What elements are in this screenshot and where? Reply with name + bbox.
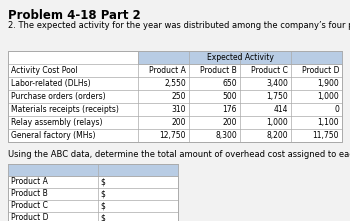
Text: 11,750: 11,750 [313,131,339,140]
Bar [8,164,178,176]
Text: 650: 650 [222,79,237,88]
Text: Product B: Product B [200,66,237,75]
Text: 500: 500 [222,92,237,101]
Text: 1,900: 1,900 [317,79,339,88]
Text: $: $ [100,202,105,210]
Text: $: $ [100,213,105,221]
Text: 1,750: 1,750 [266,92,288,101]
Text: 8,200: 8,200 [266,131,288,140]
Text: Using the ABC data, determine the total amount of overhead cost assigned to each: Using the ABC data, determine the total … [8,150,350,159]
Text: 1,000: 1,000 [317,92,339,101]
Text: 176: 176 [223,105,237,114]
Text: 1,100: 1,100 [317,118,339,127]
Text: Relay assembly (relays): Relay assembly (relays) [11,118,103,127]
Bar [8,164,178,221]
Text: 200: 200 [172,118,186,127]
Text: 2,550: 2,550 [164,79,186,88]
Text: 8,300: 8,300 [215,131,237,140]
Text: Product A: Product A [149,66,186,75]
Text: Product B: Product B [11,189,48,198]
Text: Activity Cost Pool: Activity Cost Pool [11,66,78,75]
Text: 0: 0 [334,105,339,114]
Text: Purchase orders (orders): Purchase orders (orders) [11,92,106,101]
Text: Expected Activity: Expected Activity [206,53,273,62]
Bar [8,51,342,142]
Text: 3,400: 3,400 [266,79,288,88]
Text: Problem 4-18 Part 2: Problem 4-18 Part 2 [8,9,141,22]
Text: Product D: Product D [11,213,49,221]
Text: $: $ [100,177,105,187]
Text: 2. The expected activity for the year was distributed among the company’s four p: 2. The expected activity for the year wa… [8,21,350,30]
Text: Product D: Product D [301,66,339,75]
Text: Materials receipts (receipts): Materials receipts (receipts) [11,105,119,114]
Text: 250: 250 [172,92,186,101]
Text: 310: 310 [172,105,186,114]
Text: 200: 200 [223,118,237,127]
Text: Labor-related (DLHs): Labor-related (DLHs) [11,79,91,88]
Text: 12,750: 12,750 [160,131,186,140]
Text: Product C: Product C [11,202,48,210]
Text: $: $ [100,189,105,198]
Text: Product A: Product A [11,177,48,187]
Bar [138,51,342,64]
Text: Product C: Product C [251,66,288,75]
Text: 414: 414 [273,105,288,114]
Text: 1,000: 1,000 [266,118,288,127]
Text: General factory (MHs): General factory (MHs) [11,131,96,140]
